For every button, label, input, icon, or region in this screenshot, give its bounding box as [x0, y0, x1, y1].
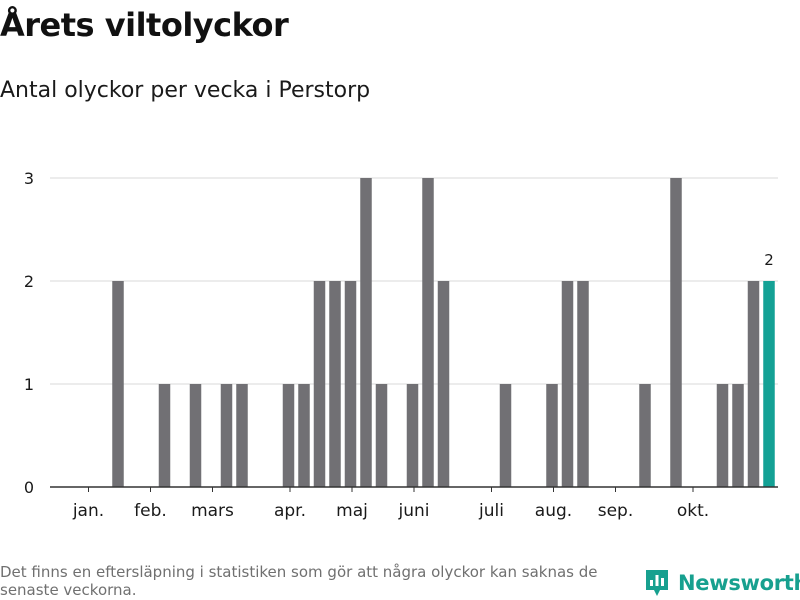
bar [360, 178, 372, 487]
bar-chart-logo-icon [646, 570, 668, 596]
x-tick-label: apr. [274, 501, 306, 521]
x-tick-label: juli [478, 501, 504, 521]
bar [220, 384, 233, 487]
brand-name: Newsworthy [678, 571, 800, 595]
y-tick-label: 2 [24, 272, 34, 291]
bar [561, 281, 574, 487]
bar [437, 281, 450, 487]
bar [422, 178, 434, 487]
x-tick-label: maj [336, 501, 368, 521]
data-label: 2 [764, 251, 774, 269]
bar [406, 384, 419, 487]
y-tick-label: 0 [24, 478, 34, 497]
bar [747, 281, 760, 487]
chart-title: Årets viltolyckor [0, 6, 289, 44]
bar [298, 384, 310, 487]
x-tick-label: aug. [535, 501, 572, 521]
x-tick-label: feb. [134, 501, 167, 521]
bar [763, 281, 775, 487]
bar [732, 384, 744, 487]
y-tick-label: 3 [24, 169, 34, 188]
x-tick-label: jan. [72, 501, 104, 521]
x-tick-label: juni [398, 501, 430, 521]
bar [158, 384, 171, 487]
bar [112, 281, 124, 487]
bar [375, 384, 388, 487]
bar [577, 281, 589, 487]
x-tick-label: okt. [677, 501, 709, 521]
bar [639, 384, 651, 487]
footnote: Det finns en eftersläpning i statistiken… [0, 563, 598, 599]
brand-logo: Newsworthy [644, 568, 800, 598]
x-tick-label: sep. [598, 501, 634, 521]
bar [670, 178, 682, 487]
bar [313, 281, 326, 487]
y-tick-label: 1 [24, 375, 34, 394]
bar [344, 281, 357, 487]
bar [189, 384, 202, 487]
bar [236, 384, 248, 487]
bar [499, 384, 512, 487]
bar [546, 384, 558, 487]
x-tick-label: mars [191, 501, 234, 521]
bar [716, 384, 729, 487]
bar-chart: 0 1 2 3 2 jan. feb. mars apr. maj juni juli aug. sep.… [24, 169, 778, 521]
chart-subtitle: Antal olyckor per vecka i Perstorp [0, 78, 371, 103]
bar [282, 384, 295, 487]
bar [329, 281, 341, 487]
